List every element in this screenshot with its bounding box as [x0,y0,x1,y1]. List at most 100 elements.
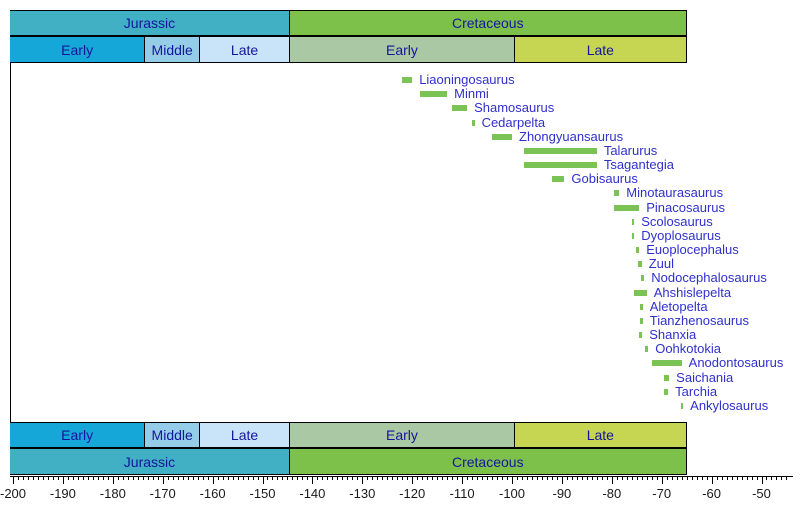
taxon-label[interactable]: Nodocephalosaurus [651,270,767,286]
taxon-label[interactable]: Saichania [676,369,734,385]
axis-major-tick [611,477,613,484]
top-epoch-label-early-jurassic[interactable]: Early [61,41,94,58]
axis-tick-label: -170 [149,486,176,501]
bottom-period-label-cretaceous[interactable]: Cretaceous [451,453,524,470]
taxon-label[interactable]: Dyoplosaurus [641,227,721,243]
axis-minor-tick [616,477,618,480]
axis-minor-tick [766,477,768,480]
taxon-label[interactable]: Shanxia [649,327,697,343]
bottom-period-block-jurassic: Jurassic [10,449,290,474]
taxon-bar [681,403,684,409]
axis-tick-label: -70 [652,486,672,501]
taxon-bar [664,388,669,395]
taxon-label[interactable]: Euoplocephalus [646,242,739,258]
axis-minor-tick [372,477,374,480]
top-period-label-cretaceous[interactable]: Cretaceous [451,15,524,31]
axis-minor-tick [332,477,334,480]
axis-major-tick [312,477,314,484]
axis-minor-tick [207,477,209,480]
bottom-epoch-label-early-jurassic[interactable]: Early [61,427,94,443]
axis-minor-tick [706,477,708,480]
axis-minor-tick [107,477,109,480]
bottom-period-label-jurassic[interactable]: Jurassic [123,453,176,470]
taxon-label[interactable]: Minmi [454,86,489,102]
taxon-bar [639,303,643,310]
axis-minor-tick [516,477,518,480]
axis-minor-tick [696,477,698,480]
axis-minor-tick [521,477,523,480]
top-epoch-label-late-jurassic[interactable]: Late [230,41,259,58]
taxon-label[interactable]: Gobisaurus [571,171,638,187]
bottom-epoch-label-early-cretaceous[interactable]: Early [386,427,418,443]
axis-minor-tick [87,477,89,480]
axis-minor-tick [192,477,194,480]
time-axis-line [10,476,793,477]
taxon-label[interactable]: Talarurus [603,142,658,158]
axis-minor-tick [97,477,99,480]
axis-minor-tick [297,477,299,480]
axis-tick-label: -100 [498,486,526,501]
bottom-period-band: Jurassic Cretaceous [10,448,687,475]
axis-minor-tick [217,477,219,480]
taxon-bar [651,360,682,367]
top-period-label-jurassic[interactable]: Jurassic [123,15,176,31]
axis-minor-tick [382,477,384,480]
axis-minor-tick [77,477,79,480]
axis-minor-tick [82,477,84,480]
axis-minor-tick [252,477,254,480]
taxon-bar [634,289,647,296]
taxon-label[interactable]: Zhongyuansaurus [519,128,624,144]
axis-minor-tick [457,477,459,480]
taxon-label[interactable]: Zuul [648,256,675,272]
axis-minor-tick [776,477,778,480]
axis-minor-tick [546,477,548,480]
axis-minor-tick [392,477,394,480]
top-epoch-label-early-cretaceous[interactable]: Early [386,41,418,58]
axis-minor-tick [172,477,174,480]
taxon-label[interactable]: Shamosaurus [474,100,555,116]
taxon-label[interactable]: Scolosaurus [641,213,713,229]
top-epoch-block-late-jurassic: Late [200,37,290,62]
axis-minor-tick [287,477,289,480]
axis-minor-tick [666,477,668,480]
taxon-label[interactable]: Minotaurasaurus [626,185,724,201]
taxon-label[interactable]: Pinacosaurus [646,199,726,215]
axis-major-tick [112,477,114,484]
taxon-bar [472,119,475,126]
axis-minor-tick [282,477,284,480]
axis-minor-tick [227,477,229,480]
taxon-label[interactable]: Anodontosaurus [688,355,784,371]
axis-major-tick [661,477,663,484]
axis-major-tick [212,477,214,484]
axis-minor-tick [636,477,638,480]
taxon-label[interactable]: Tsagantegia [603,157,674,173]
taxon-label[interactable]: Cedarpelta [481,114,546,130]
taxon-bar [644,346,649,353]
axis-minor-tick [437,477,439,480]
axis-minor-tick [237,477,239,480]
axis-minor-tick [302,477,304,480]
top-epoch-label-middle-jurassic[interactable]: Middle [151,41,193,58]
top-epoch-label-late-cretaceous[interactable]: Late [586,41,614,58]
axis-minor-tick [626,477,628,480]
bottom-epoch-block-early-cretaceous: Early [289,423,515,447]
taxon-label[interactable]: Liaoningosaurus [419,72,515,87]
taxon-label[interactable]: Tarchia [675,383,718,399]
taxon-bar [631,218,635,225]
axis-minor-tick [257,477,259,480]
taxon-bar [635,247,640,254]
axis-minor-tick [277,477,279,480]
taxon-label[interactable]: Tianzhenosaurus [649,312,749,328]
bottom-epoch-label-late-jurassic[interactable]: Late [230,427,259,443]
taxon-label[interactable]: Ahshislepelta [653,284,732,300]
axis-major-tick [512,477,513,484]
taxon-label[interactable]: Aletopelta [649,298,708,314]
axis-minor-tick [142,477,144,480]
axis-tick-label: -180 [99,486,126,501]
axis-minor-tick [651,477,653,480]
bottom-epoch-label-middle-jurassic[interactable]: Middle [151,427,193,443]
axis-minor-tick [487,477,489,480]
taxon-label[interactable]: Ankylosaurus [690,398,769,413]
bottom-epoch-label-late-cretaceous[interactable]: Late [586,427,614,443]
taxon-label[interactable]: Oohkotokia [655,341,721,357]
